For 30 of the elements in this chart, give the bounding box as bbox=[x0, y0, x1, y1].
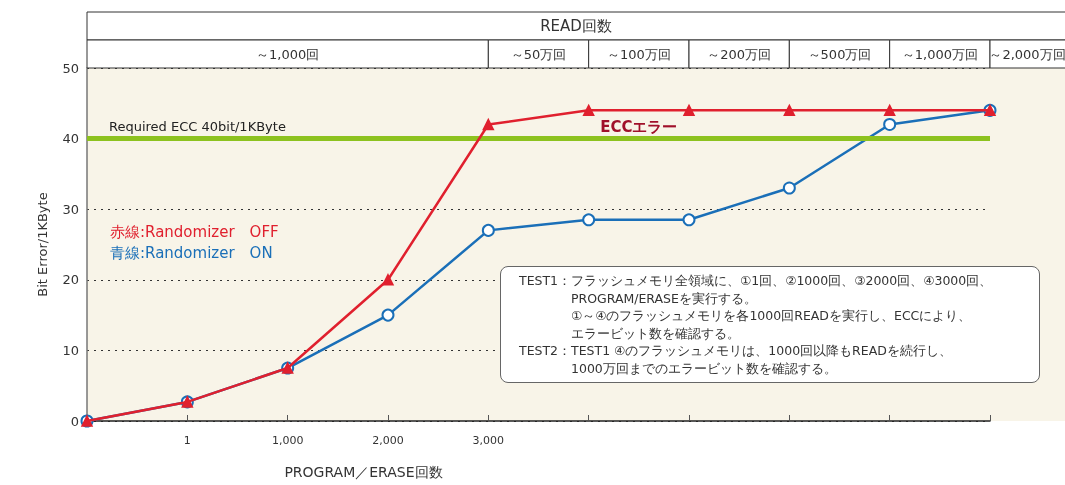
x-tick-label: 1 bbox=[183, 434, 191, 447]
text: ～200万回 bbox=[707, 46, 772, 62]
y-axis-title: Bit Error/1KByte bbox=[35, 192, 50, 297]
x-axis-title: PROGRAM／ERASE回数 bbox=[284, 464, 443, 480]
y-tick-label: 10 bbox=[62, 342, 79, 358]
text: ～100万回 bbox=[606, 46, 671, 62]
x-tick-label: 1,000 bbox=[271, 434, 304, 447]
ref-line-label: Required ECC 40bit/1KByte bbox=[109, 119, 286, 135]
chart-title: READ回数 bbox=[540, 17, 612, 35]
text: ～1,000回 bbox=[256, 46, 320, 62]
annotation: エラービット数を確認する。 bbox=[570, 324, 741, 342]
annotation: ECCエラー bbox=[600, 117, 678, 136]
x-tick-label: 2,000 bbox=[372, 434, 404, 447]
y-tick-label: 0 bbox=[70, 413, 79, 429]
annotation: TEST2：TEST1 ④のフラッシュメモリは、1000回以降もREADを続行し、 bbox=[519, 342, 953, 360]
text: ～50万回 bbox=[510, 46, 567, 62]
y-tick-label: 20 bbox=[62, 272, 79, 288]
y-tick-label: 40 bbox=[62, 131, 79, 147]
text: ～2,000万回 bbox=[989, 46, 1065, 62]
text: 青線:Randomizer ON bbox=[110, 244, 273, 262]
annotation: PROGRAM/ERASEを実行する。 bbox=[570, 289, 758, 307]
text: ～1,000万回 bbox=[901, 46, 978, 62]
annotation: 1000万回までのエラービット数を確認する。 bbox=[570, 359, 838, 377]
y-tick-label: 30 bbox=[62, 201, 79, 217]
annotation: TEST1：フラッシュメモリ全領域に、①1回、②1000回、③2000回、④3000回、 bbox=[519, 272, 994, 290]
text: 赤線:Randomizer OFF bbox=[110, 223, 279, 241]
text: ～500万回 bbox=[807, 46, 872, 62]
x-tick-label: 3,000 bbox=[472, 434, 505, 447]
y-tick-label: 50 bbox=[62, 60, 79, 76]
annotation: ①～④のフラッシュメモリを各1000回READを実行し、ECCにより、 bbox=[570, 307, 973, 325]
